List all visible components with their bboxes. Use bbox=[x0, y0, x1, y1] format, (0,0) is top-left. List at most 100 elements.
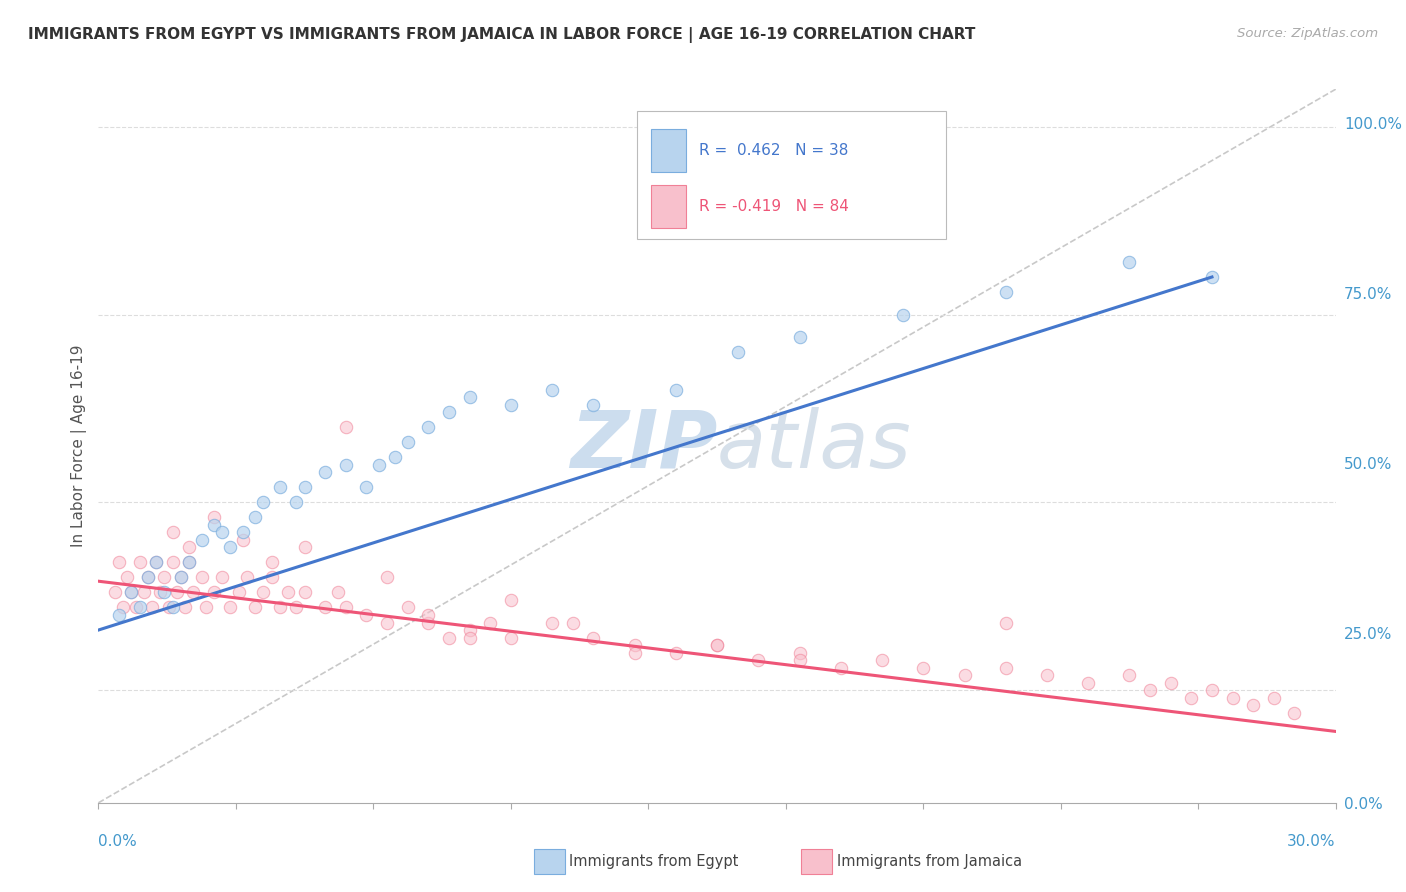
Point bbox=[179, 541, 201, 555]
Point bbox=[285, 495, 308, 509]
Point bbox=[190, 533, 212, 547]
Point bbox=[396, 435, 419, 450]
Point bbox=[294, 585, 316, 599]
Point bbox=[912, 660, 935, 674]
Point bbox=[117, 570, 139, 584]
Point bbox=[190, 570, 212, 584]
Text: ZIP: ZIP bbox=[569, 407, 717, 485]
Point bbox=[141, 600, 163, 615]
Point bbox=[335, 600, 357, 615]
Point bbox=[202, 510, 225, 524]
Point bbox=[418, 607, 440, 622]
Point bbox=[789, 330, 811, 344]
Point bbox=[120, 585, 142, 599]
Point bbox=[789, 646, 811, 660]
Point bbox=[1139, 683, 1161, 698]
Point bbox=[458, 631, 481, 645]
Point bbox=[108, 556, 131, 570]
Point bbox=[174, 600, 197, 615]
Point bbox=[499, 631, 522, 645]
Point bbox=[132, 585, 155, 599]
Point bbox=[285, 600, 308, 615]
Point bbox=[384, 450, 406, 465]
Point bbox=[252, 585, 274, 599]
Point bbox=[104, 585, 127, 599]
Point bbox=[157, 600, 180, 615]
Point bbox=[1222, 690, 1244, 705]
Point bbox=[243, 510, 266, 524]
Text: Source: ZipAtlas.com: Source: ZipAtlas.com bbox=[1237, 27, 1378, 40]
Point bbox=[124, 600, 146, 615]
Text: 0.0%: 0.0% bbox=[98, 834, 138, 849]
Point bbox=[219, 541, 242, 555]
Point bbox=[153, 570, 176, 584]
Point bbox=[1284, 706, 1306, 720]
Point bbox=[830, 660, 852, 674]
Point bbox=[170, 570, 193, 584]
Point bbox=[162, 525, 184, 540]
Point bbox=[789, 653, 811, 667]
Point bbox=[314, 465, 336, 479]
Point bbox=[1036, 668, 1059, 682]
Point bbox=[136, 570, 159, 584]
Point bbox=[128, 556, 150, 570]
Text: Immigrants from Jamaica: Immigrants from Jamaica bbox=[837, 855, 1022, 869]
Point bbox=[994, 615, 1017, 630]
Point bbox=[1160, 675, 1182, 690]
Point bbox=[561, 615, 583, 630]
Point bbox=[747, 653, 769, 667]
Bar bbox=[651, 186, 686, 228]
Bar bbox=[651, 128, 686, 171]
Point bbox=[128, 600, 150, 615]
Point bbox=[994, 660, 1017, 674]
Point bbox=[1118, 668, 1140, 682]
Point bbox=[120, 585, 142, 599]
Point bbox=[437, 631, 460, 645]
Point bbox=[136, 570, 159, 584]
Point bbox=[375, 615, 398, 630]
Point bbox=[356, 480, 378, 494]
Point bbox=[706, 638, 728, 652]
Point bbox=[479, 615, 502, 630]
Point bbox=[706, 638, 728, 652]
Point bbox=[1201, 270, 1223, 285]
Point bbox=[194, 600, 217, 615]
Point bbox=[953, 668, 976, 682]
Point bbox=[112, 600, 135, 615]
Point bbox=[870, 653, 893, 667]
Point bbox=[1201, 683, 1223, 698]
Point bbox=[294, 480, 316, 494]
Text: IMMIGRANTS FROM EGYPT VS IMMIGRANTS FROM JAMAICA IN LABOR FORCE | AGE 16-19 CORR: IMMIGRANTS FROM EGYPT VS IMMIGRANTS FROM… bbox=[28, 27, 976, 43]
Point bbox=[179, 556, 201, 570]
Point bbox=[314, 600, 336, 615]
Point bbox=[228, 585, 250, 599]
Point bbox=[236, 570, 259, 584]
Point bbox=[418, 615, 440, 630]
Point bbox=[232, 525, 254, 540]
Point bbox=[582, 398, 605, 412]
Point bbox=[260, 570, 283, 584]
Point bbox=[499, 593, 522, 607]
Point bbox=[367, 458, 389, 472]
Point bbox=[243, 600, 266, 615]
Point bbox=[499, 398, 522, 412]
Point bbox=[727, 345, 749, 359]
Point bbox=[396, 600, 419, 615]
Point bbox=[252, 495, 274, 509]
Point bbox=[1118, 255, 1140, 269]
Point bbox=[145, 556, 167, 570]
Point bbox=[269, 480, 291, 494]
Point bbox=[269, 600, 291, 615]
Point bbox=[458, 390, 481, 404]
Point bbox=[1077, 675, 1099, 690]
Text: atlas: atlas bbox=[717, 407, 912, 485]
Point bbox=[166, 585, 188, 599]
Point bbox=[153, 585, 176, 599]
Point bbox=[665, 383, 688, 397]
Point bbox=[232, 533, 254, 547]
Point bbox=[294, 541, 316, 555]
Text: R = -0.419   N = 84: R = -0.419 N = 84 bbox=[699, 199, 848, 214]
Point bbox=[623, 646, 645, 660]
Point bbox=[356, 607, 378, 622]
Point bbox=[181, 585, 204, 599]
